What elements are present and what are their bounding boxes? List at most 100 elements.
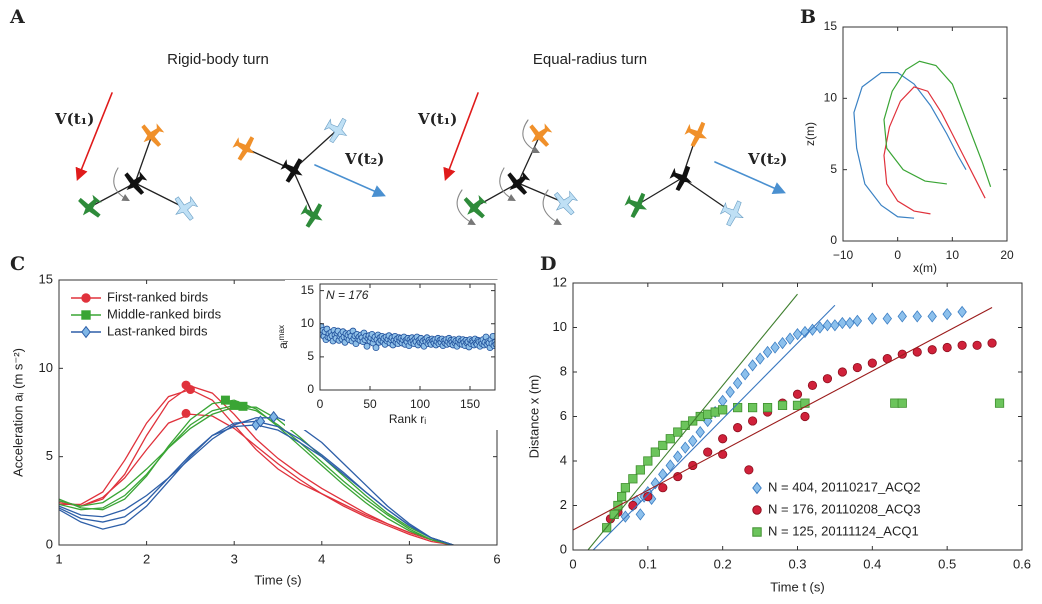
y-tick-label: 10 bbox=[553, 319, 567, 334]
chart: 0 50 100 150 0 5 10 15 Rank rᵢ aᵢᵐᵃˣ N = 176 bbox=[276, 280, 498, 430]
point bbox=[673, 427, 683, 437]
bird bbox=[458, 190, 492, 224]
point bbox=[837, 316, 848, 330]
y-tick-label: 0 bbox=[560, 541, 567, 556]
x-tick-label: 3 bbox=[231, 551, 238, 566]
x-axis-label: Time (s) bbox=[254, 572, 301, 587]
point bbox=[650, 447, 660, 457]
bird bbox=[276, 153, 310, 187]
x-tick-label: 50 bbox=[363, 397, 377, 411]
point bbox=[845, 316, 855, 330]
chart: C 1 2 3 4 5 6 0 5 10 15 Time (s) Acceleration aᵢ (m … bbox=[10, 253, 501, 587]
point bbox=[617, 491, 627, 502]
bird bbox=[523, 117, 557, 153]
legend-marker bbox=[752, 505, 762, 515]
point bbox=[703, 447, 713, 457]
fit-line bbox=[573, 306, 993, 531]
axes-frame bbox=[319, 283, 496, 391]
point bbox=[733, 423, 743, 433]
point bbox=[229, 400, 239, 410]
line bbox=[59, 406, 454, 545]
line bbox=[59, 388, 454, 545]
line bbox=[853, 72, 967, 219]
x-tick-label: 2 bbox=[143, 551, 150, 566]
axes-frame bbox=[572, 282, 1023, 551]
panel-label: B bbox=[800, 6, 816, 28]
point bbox=[717, 394, 728, 408]
y-axis-label: Distance x (m) bbox=[526, 375, 541, 459]
plot-area bbox=[573, 293, 1005, 550]
y-tick-label: 0 bbox=[830, 233, 837, 247]
point bbox=[635, 465, 645, 475]
bird bbox=[681, 117, 713, 151]
legend-marker bbox=[752, 481, 762, 495]
y-axis-label: z(m) bbox=[803, 122, 817, 146]
fit-line bbox=[592, 304, 836, 550]
y-tick-label: 10 bbox=[39, 360, 53, 375]
point bbox=[994, 398, 1005, 408]
point bbox=[363, 342, 371, 350]
velocity-label: V(t₂) bbox=[344, 150, 384, 168]
y-tick-label: 4 bbox=[560, 452, 567, 467]
plot-area bbox=[853, 60, 992, 219]
point bbox=[740, 368, 750, 381]
point bbox=[673, 450, 683, 463]
y-tick-label: 0 bbox=[307, 382, 314, 396]
point bbox=[643, 491, 653, 502]
point bbox=[747, 416, 758, 426]
point bbox=[620, 483, 630, 493]
chart: D 0 0.1 0.2 0.3 0.4 0.5 0.6 0 2 4 6 8 10 12 Time t (s) D… bbox=[526, 253, 1031, 594]
point bbox=[867, 358, 877, 368]
point bbox=[942, 308, 952, 321]
y-tick-label: 5 bbox=[830, 162, 837, 176]
point bbox=[807, 323, 818, 336]
bird bbox=[320, 112, 354, 148]
bird bbox=[717, 196, 749, 230]
velocity-label: V(t₁) bbox=[54, 110, 94, 128]
point bbox=[635, 508, 646, 521]
line bbox=[59, 417, 454, 545]
legend-label: Middle-ranked birds bbox=[107, 306, 222, 321]
legend-label: N = 176, 20110208_ACQ3 bbox=[768, 501, 921, 516]
point bbox=[613, 500, 623, 511]
line bbox=[883, 86, 986, 215]
plot-area bbox=[59, 380, 454, 545]
point bbox=[665, 459, 675, 472]
point bbox=[800, 325, 810, 339]
point bbox=[762, 345, 773, 359]
point bbox=[882, 312, 893, 325]
bird bbox=[296, 198, 330, 232]
y-tick-label: 5 bbox=[307, 349, 314, 363]
point bbox=[725, 385, 735, 399]
point bbox=[748, 402, 758, 413]
legend-label: N = 404, 20110217_ACQ2 bbox=[768, 479, 921, 494]
x-tick-label: −10 bbox=[833, 248, 854, 262]
point bbox=[957, 340, 967, 350]
diagram-title: Rigid-body turn bbox=[167, 51, 269, 68]
x-tick-label: 0.1 bbox=[639, 556, 657, 571]
y-tick-label: 8 bbox=[560, 363, 567, 378]
legend-label: N = 125, 20111124_ACQ1 bbox=[768, 523, 919, 538]
legend-marker bbox=[81, 325, 91, 339]
point bbox=[897, 398, 907, 408]
diagram-title: Equal-radius turn bbox=[533, 51, 647, 68]
point bbox=[744, 465, 754, 475]
point bbox=[185, 385, 195, 395]
x-tick-label: 4 bbox=[318, 551, 325, 566]
point bbox=[987, 338, 997, 348]
x-tick-label: 10 bbox=[946, 248, 960, 262]
bird bbox=[135, 117, 169, 153]
point bbox=[650, 477, 661, 490]
y-axis-label: Acceleration aᵢ (m s⁻²) bbox=[10, 348, 25, 477]
velocity-arrow bbox=[314, 164, 386, 197]
point bbox=[658, 440, 668, 451]
line bbox=[59, 413, 454, 545]
point bbox=[181, 408, 191, 418]
point bbox=[255, 415, 266, 428]
y-tick-label: 15 bbox=[301, 283, 315, 297]
velocity-arrow bbox=[75, 92, 113, 181]
point bbox=[777, 400, 788, 410]
point bbox=[688, 434, 698, 448]
point bbox=[957, 305, 967, 319]
